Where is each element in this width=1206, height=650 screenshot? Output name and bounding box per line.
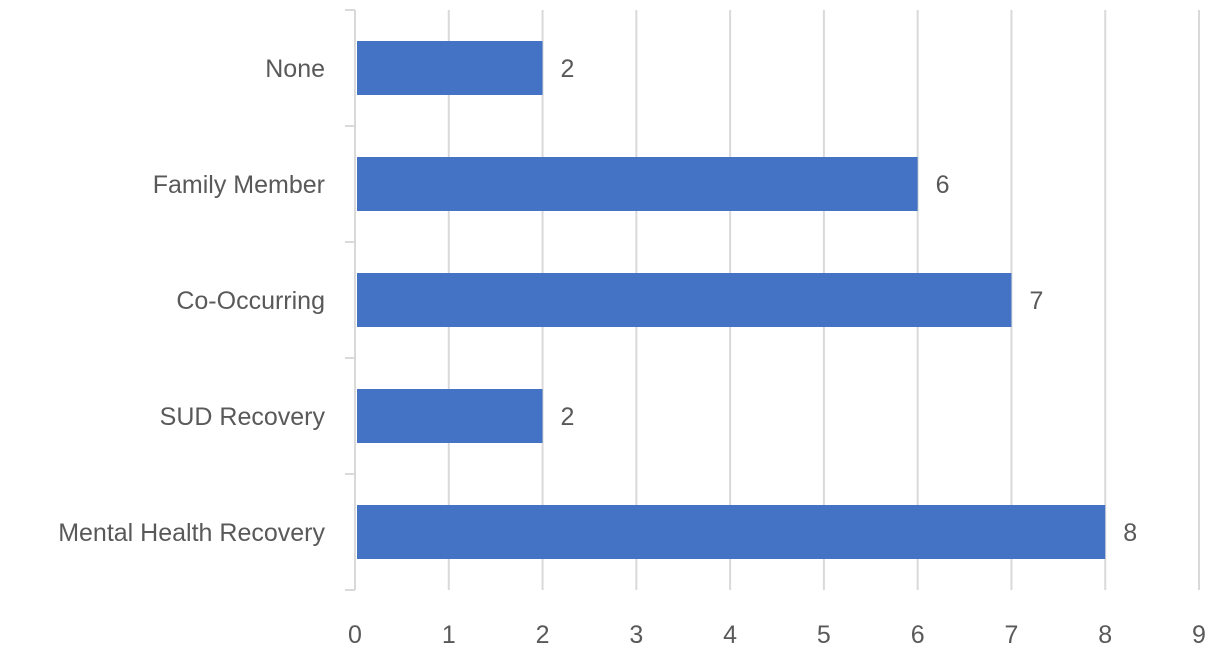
x-tick-label: 2 <box>536 621 550 645</box>
x-tick-label: 6 <box>911 621 925 645</box>
x-tick-label: 3 <box>629 621 643 645</box>
data-label: 2 <box>561 55 575 83</box>
category-label: Co-Occurring <box>176 287 325 315</box>
bar <box>357 389 543 443</box>
x-tick-label: 4 <box>723 621 737 645</box>
category-axis <box>345 9 356 591</box>
x-tick-label: 9 <box>1192 621 1206 645</box>
data-label: 2 <box>561 403 575 431</box>
bar <box>357 505 1106 559</box>
data-label: 7 <box>1029 287 1043 315</box>
x-tick-label: 5 <box>817 621 831 645</box>
x-tick-label: 0 <box>348 621 362 645</box>
bar <box>357 273 1012 327</box>
category-label: Family Member <box>153 171 325 199</box>
category-label: None <box>265 55 325 83</box>
data-label: 6 <box>936 171 950 199</box>
category-label: Mental Health Recovery <box>58 519 325 547</box>
bar <box>357 41 543 95</box>
category-label: SUD Recovery <box>160 403 326 431</box>
bar <box>357 157 918 211</box>
x-tick-label: 8 <box>1098 621 1112 645</box>
bars <box>357 41 1106 559</box>
labels: 0 1 2 3 4 5 6 7 8 9 None 2 Family Member 6 Co-Occurrin… <box>58 55 1206 649</box>
x-tick-label: 1 <box>442 621 456 645</box>
x-tick-label: 7 <box>1004 621 1018 645</box>
data-label: 8 <box>1123 519 1137 547</box>
